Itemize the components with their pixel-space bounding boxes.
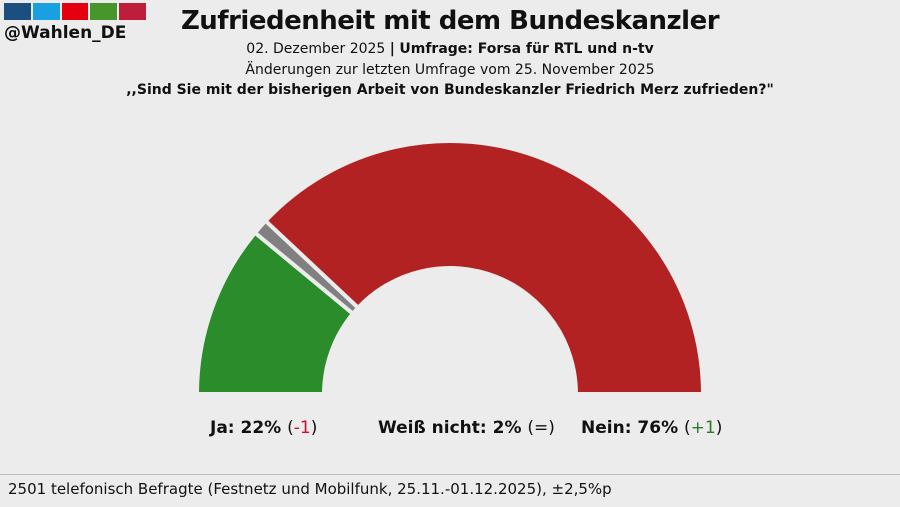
half-donut-chart <box>194 139 706 396</box>
chart-labels: Ja: 22% (-1) Weiß nicht: 2% (=) Nein: 76… <box>0 418 900 444</box>
brand-bar <box>90 3 118 20</box>
brand-bar <box>61 3 89 20</box>
slice-nein <box>262 139 706 396</box>
label-change: (=) <box>527 418 555 438</box>
change-value: = <box>534 418 549 438</box>
label-category: Nein <box>581 418 625 438</box>
label-change: (+1) <box>684 418 723 438</box>
label-value: 22% <box>240 418 282 438</box>
brand-bar <box>32 3 60 20</box>
footer-note: 2501 telefonisch Befragte (Festnetz und … <box>8 480 612 498</box>
label-category: Weiß nicht <box>378 418 480 438</box>
brand-bar <box>4 3 31 20</box>
poll-date: 02. Dezember 2025 <box>246 41 386 57</box>
brand-logo: @Wahlen_DE <box>4 3 146 43</box>
poll-question: ,,Sind Sie mit der bisherigen Arbeit von… <box>126 82 774 98</box>
brand-handle: @Wahlen_DE <box>4 23 127 43</box>
label-value: 76% <box>637 418 679 438</box>
change-value: +1 <box>690 418 716 438</box>
label-value: 2% <box>492 418 522 438</box>
label-change: (-1) <box>287 418 318 438</box>
label-nein: Nein: 76% (+1) <box>581 418 723 438</box>
label-category: Ja <box>210 418 228 438</box>
label-weiss-nicht: Weiß nicht: 2% (=) <box>378 418 555 438</box>
poll-source: Umfrage: Forsa für RTL und n-tv <box>399 41 654 57</box>
changes-note: Änderungen zur letzten Umfrage vom 25. N… <box>245 62 655 78</box>
chart-title: Zufriedenheit mit dem Bundeskanzler <box>180 6 720 36</box>
change-value: -1 <box>293 418 311 438</box>
poll-info: 02. Dezember 2025 | Umfrage: Forsa für R… <box>0 41 900 57</box>
brand-bar <box>119 3 146 20</box>
brand-color-bars <box>4 3 146 20</box>
footer-divider <box>0 474 900 475</box>
label-ja: Ja: 22% (-1) <box>210 418 318 438</box>
poll-separator: | <box>389 41 395 57</box>
